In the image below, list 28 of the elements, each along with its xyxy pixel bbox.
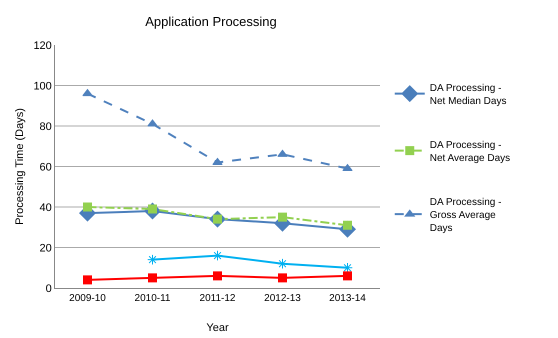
point <box>277 258 288 269</box>
y-axis-title: Processing Time (Days) <box>14 108 26 225</box>
point <box>83 202 92 212</box>
point <box>148 273 157 282</box>
x-tick-label: 2009-10 <box>69 293 106 304</box>
point <box>212 250 223 261</box>
y-tick-label: 40 <box>40 202 52 214</box>
point <box>343 271 352 280</box>
point <box>213 271 222 280</box>
point <box>278 273 287 282</box>
y-tick-label: 120 <box>33 40 52 52</box>
x-tick-label: 2011-12 <box>200 293 236 304</box>
y-tick-label: 0 <box>46 282 52 295</box>
y-tick-label: 80 <box>40 120 52 133</box>
x-tick-label: 2010-11 <box>134 293 171 304</box>
y-tick-label: 20 <box>40 242 52 254</box>
x-tick-label: 2013-14 <box>329 293 366 304</box>
x-tick-label: 2012-13 <box>264 293 302 304</box>
legend-label: DA Processing - Gross Average Days <box>430 197 502 234</box>
chart-title: Application Processing <box>145 14 277 29</box>
y-tick-label: 60 <box>40 161 52 174</box>
point <box>83 275 92 284</box>
x-axis-title: Year <box>206 322 229 334</box>
point <box>278 212 287 222</box>
point <box>147 254 158 265</box>
y-tick-label: 100 <box>33 80 52 92</box>
legend-label: DA Processing - Net Average Days <box>430 140 510 164</box>
legend-label: DA Processing - Net Median Days <box>430 83 506 108</box>
